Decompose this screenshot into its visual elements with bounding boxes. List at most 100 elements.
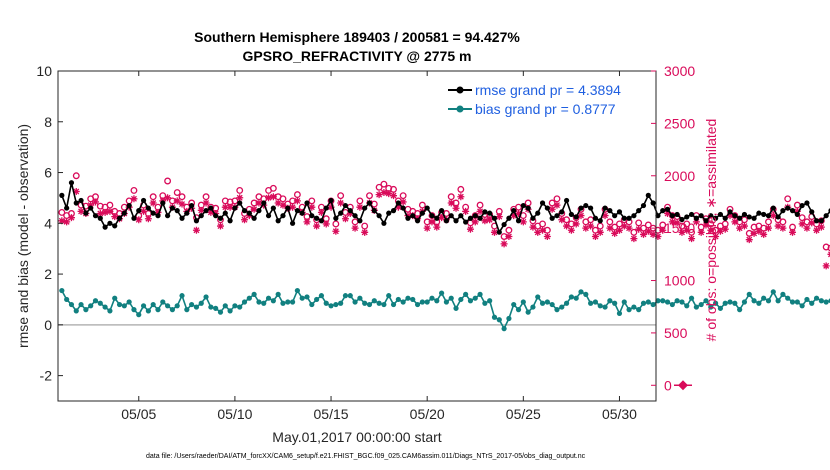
rmse-data-point: [563, 197, 570, 204]
bias-data-point: [270, 298, 276, 304]
rmse-data-point: [97, 215, 103, 221]
y2-tick-label: 500: [664, 325, 688, 341]
bias-data-point: [88, 303, 94, 309]
assimilated-obs-point: [649, 230, 657, 238]
assimilated-obs-point: [688, 235, 696, 243]
assimilated-obs-point: [173, 197, 181, 205]
bias-data-point: [448, 295, 454, 301]
rmse-data-point: [169, 205, 176, 211]
rmse-data-point: [789, 208, 796, 214]
rmse-data-point: [458, 213, 464, 219]
assimilated-obs-point: [712, 233, 720, 241]
possible-obs-point: [380, 180, 388, 188]
bias-data-point: [713, 300, 719, 306]
rmse-data-point: [568, 211, 574, 218]
rmse-data-point: [328, 197, 334, 204]
bias-data-point: [765, 298, 772, 304]
assimilated-obs-point: [385, 190, 393, 198]
bias-data-point: [640, 300, 647, 306]
legend-box: [445, 76, 649, 121]
assimilated-obs-point: [817, 223, 825, 231]
assimilated-obs-point: [452, 204, 460, 212]
bias-data-point: [539, 300, 546, 306]
bias-data-point: [520, 299, 526, 305]
bias-data-point: [78, 301, 84, 308]
assimilated-obs-point: [615, 226, 623, 234]
y-tick-label: 2: [44, 266, 52, 282]
assimilated-obs-point: [659, 226, 667, 234]
bias-data-point: [631, 304, 637, 310]
bias-data-point: [121, 303, 127, 309]
bias-data-point: [265, 295, 272, 301]
rmse-data-point: [107, 220, 113, 226]
assimilated-obs-point: [250, 205, 258, 213]
possible-obs-point: [827, 244, 830, 252]
assimilated-obs-point: [140, 207, 148, 215]
bias-data-point: [669, 301, 675, 308]
assimilated-obs-point: [774, 222, 782, 230]
bias-data-point: [145, 308, 151, 314]
rmse-data-point: [203, 208, 209, 214]
assimilated-obs-point: [226, 203, 234, 211]
bias-series-line: [61, 289, 830, 330]
rmse-data-point: [285, 205, 291, 211]
bias-data-point: [222, 303, 228, 309]
assimilated-obs-point: [572, 220, 580, 228]
possible-obs-point: [269, 184, 277, 192]
rmse-data-point: [669, 213, 675, 219]
assimilated-obs-point: [154, 208, 162, 216]
assimilated-obs-point: [149, 199, 157, 207]
rmse-data-point: [583, 202, 589, 209]
assimilated-obs-point: [241, 216, 249, 224]
bias-data-point: [136, 312, 142, 318]
assimilated-obs-point: [327, 203, 335, 211]
bias-data-point: [64, 296, 70, 303]
bias-data-point: [789, 299, 796, 305]
bias-data-point: [386, 293, 392, 299]
assimilated-obs-point: [596, 228, 604, 236]
rmse-data-point: [232, 205, 238, 211]
bias-data-point: [818, 298, 824, 304]
bias-data-point: [112, 295, 118, 301]
assimilated-obs-point: [216, 222, 224, 230]
rmse-data-point: [237, 200, 243, 206]
rmse-data-point: [472, 213, 478, 219]
rmse-data-point: [578, 205, 584, 211]
assimilated-obs-point: [130, 195, 138, 203]
chart-subtitle: GPSRO_REFRACTIVITY @ 2775 m: [243, 48, 472, 64]
bias-data-point: [530, 304, 536, 310]
rmse-data-point: [68, 180, 75, 186]
y2-axis-label: # of obs: o=possible; ∗=assimilated: [703, 119, 719, 342]
assimilated-obs-point: [625, 224, 633, 232]
bias-data-point: [477, 291, 483, 297]
assimilated-obs-point: [606, 224, 614, 232]
rmse-data-point: [746, 214, 752, 220]
assimilated-obs-point: [135, 216, 143, 224]
assimilated-obs-point: [789, 228, 797, 236]
bias-data-point: [414, 301, 421, 308]
rmse-data-point: [640, 202, 647, 209]
bias-data-point: [467, 298, 474, 304]
assimilated-obs-point: [428, 218, 436, 226]
bias-data-point: [68, 301, 75, 308]
assimilated-obs-point: [611, 229, 619, 237]
bias-data-point: [285, 299, 291, 305]
bias-data-point: [208, 304, 214, 310]
bias-data-point: [515, 307, 522, 313]
assimilated-obs-point: [447, 199, 455, 207]
bias-data-point: [568, 294, 574, 300]
assimilated-obs-point: [433, 223, 441, 231]
rmse-data-point: [261, 200, 267, 206]
bias-data-point: [645, 299, 651, 305]
bias-data-point: [429, 295, 435, 301]
assimilated-obs-point: [481, 217, 489, 225]
bias-data-point: [737, 307, 743, 313]
rmse-data-point: [121, 210, 127, 216]
assimilated-obs-point: [519, 218, 527, 226]
bias-data-point: [251, 291, 257, 297]
y2-tick-label: 3000: [664, 63, 695, 79]
bias-data-point: [434, 298, 440, 304]
rmse-data-point: [616, 209, 623, 215]
x-tick-label: 05/10: [217, 406, 252, 422]
assimilated-obs-point: [697, 228, 705, 236]
